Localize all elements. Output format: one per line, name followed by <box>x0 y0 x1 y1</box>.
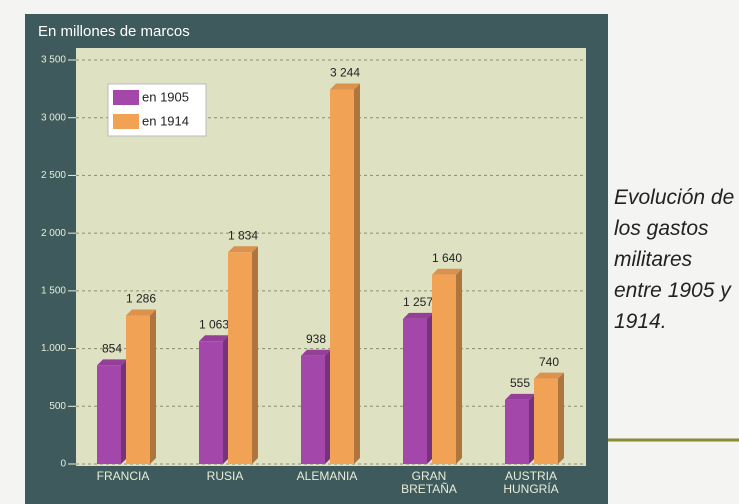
y-tick-label: 2 000 <box>41 228 66 239</box>
value-label: 1 834 <box>228 228 258 242</box>
value-label: 740 <box>539 355 559 369</box>
y-tick-label: 3 500 <box>41 55 66 66</box>
bar-top <box>330 83 360 90</box>
x-tick-label: RUSIA <box>206 469 244 483</box>
bar-side <box>150 309 156 464</box>
y-tick-label: 1.000 <box>41 343 66 354</box>
value-label: 1 286 <box>126 292 156 306</box>
bar-side <box>529 393 535 464</box>
bar-top <box>126 309 156 316</box>
value-label: 1 640 <box>432 251 462 265</box>
bar-side <box>252 246 258 464</box>
bar-top <box>228 246 258 253</box>
bar-side <box>121 359 127 464</box>
bar-side <box>558 372 564 464</box>
legend-label: en 1914 <box>142 113 189 128</box>
y-tick-label: 3 000 <box>41 112 66 123</box>
legend-label: en 1905 <box>142 89 189 104</box>
legend-swatch <box>113 114 139 129</box>
bar-side <box>354 83 360 464</box>
bar-top <box>403 312 433 319</box>
y-tick-label: 2 500 <box>41 170 66 181</box>
legend-swatch <box>113 90 139 105</box>
bar-top <box>505 393 535 400</box>
value-label: 1 257 <box>403 295 433 309</box>
bar-top <box>199 335 229 342</box>
value-label: 1 063 <box>199 317 229 331</box>
y-tick-label: 500 <box>49 401 66 412</box>
x-tick-label: AUSTRIA HUNGRÍA <box>503 469 559 496</box>
bar <box>301 355 325 464</box>
bar <box>432 274 456 464</box>
bar <box>534 378 558 464</box>
axis-label: En millones de marcos <box>38 23 190 40</box>
bar-top <box>97 359 127 366</box>
x-tick-label: GRAN BRETAÑA <box>401 469 457 496</box>
value-label: 938 <box>306 332 326 346</box>
value-label: 854 <box>102 342 122 356</box>
bar <box>505 399 529 464</box>
bar-top <box>301 349 331 356</box>
bar-side <box>325 349 331 464</box>
x-tick-label: FRANCIA <box>96 469 150 483</box>
bar <box>97 365 121 464</box>
bar-side <box>456 268 462 464</box>
bar-top <box>534 372 564 379</box>
bar-side <box>427 312 433 464</box>
value-label: 3 244 <box>330 66 360 80</box>
bar-side <box>223 335 229 464</box>
x-tick-label: ALEMANIA <box>296 469 358 483</box>
y-tick-label: 1 500 <box>41 285 66 296</box>
bar <box>199 341 223 464</box>
bar <box>330 89 354 464</box>
value-label: 555 <box>510 376 530 390</box>
bar <box>228 252 252 464</box>
bar <box>126 315 150 464</box>
caption: Evolución de los gastos militares entre … <box>614 186 735 333</box>
y-tick-label: 0 <box>60 459 66 470</box>
bar-top <box>432 268 462 275</box>
bar <box>403 318 427 464</box>
